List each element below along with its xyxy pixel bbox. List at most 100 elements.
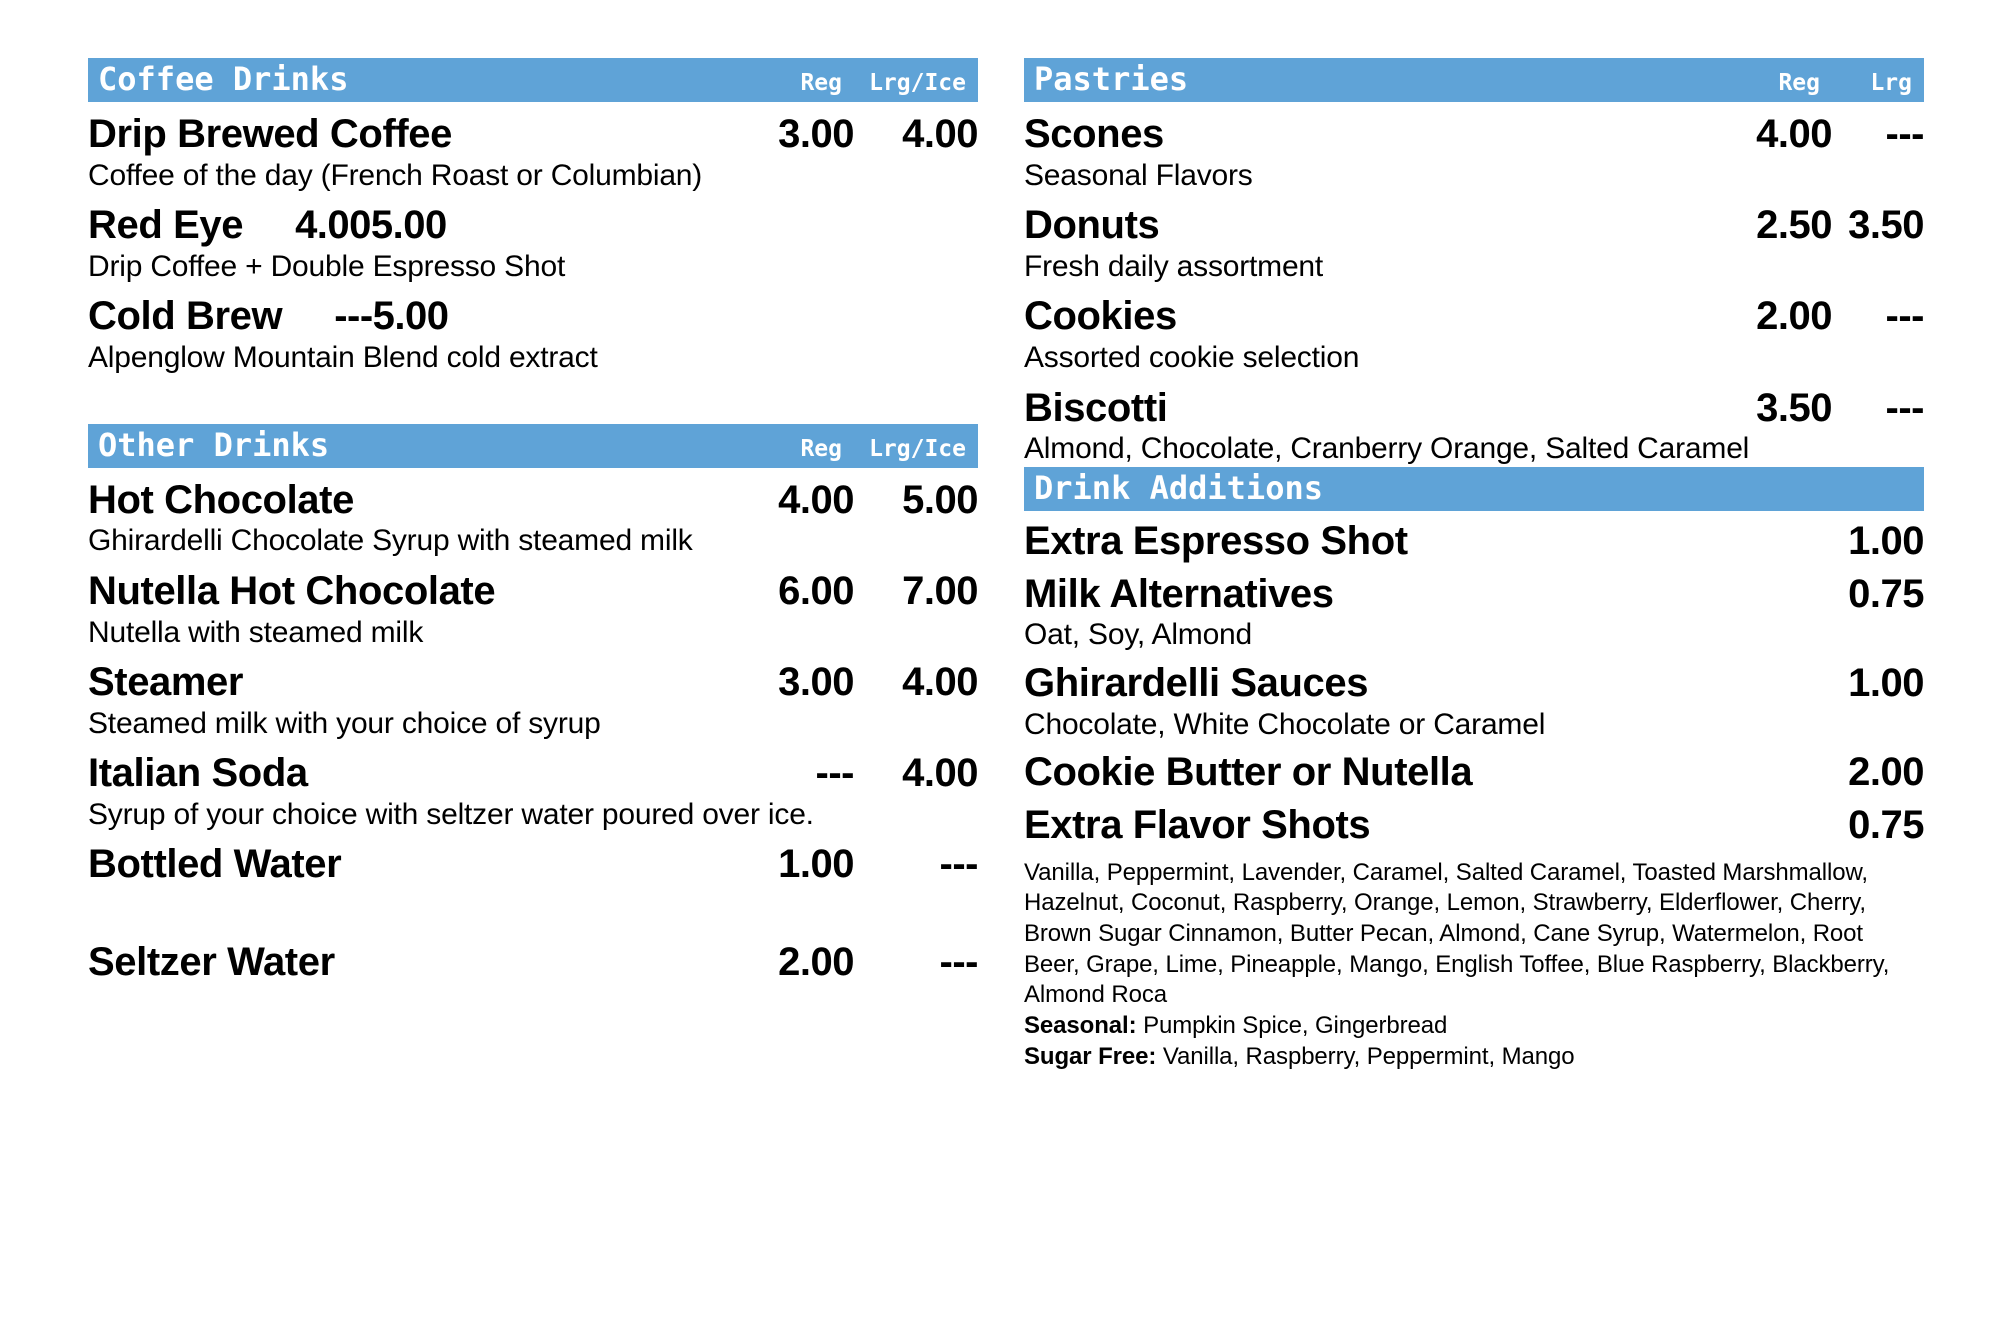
section-header-other-drinks: Other Drinks Reg Lrg/Ice [88, 423, 978, 468]
menu-item-line: Hot Chocolate 4.00 5.00 [88, 477, 979, 523]
menu-item-description: Syrup of your choice with seltzer water … [88, 797, 814, 831]
menu-item: Scones 4.00 --- Seasonal Flavors [1024, 112, 1925, 193]
menu-item-description: Seasonal Flavors [1024, 158, 1253, 192]
sugar-free-list: Vanilla, Raspberry, Peppermint, Mango [1162, 1042, 1575, 1070]
section-price-columns: Reg Lrg/Ice [746, 72, 966, 95]
menu-item-line: Nutella Hot Chocolate 6.00 7.00 [88, 568, 979, 614]
menu-item-name: Donuts [1024, 203, 1160, 248]
menu-item: Drip Brewed Coffee 3.00 4.00 Coffee of t… [88, 112, 979, 193]
menu-item: Cold Brew ---5.00 Alpenglow Mountain Ble… [88, 294, 978, 375]
menu-item-description: Oat, Soy, Almond [1024, 618, 1253, 652]
menu-item-name: Steamer [88, 659, 244, 704]
menu-item: Hot Chocolate 4.00 5.00 Ghirardelli Choc… [88, 477, 979, 559]
menu-item-line: Seltzer Water 2.00 --- [88, 940, 979, 985]
menu-item-line: Extra Flavor Shots 0.75 [1024, 802, 1925, 848]
section-drink-additions: Drink Additions Extra Espresso Shot 1.00… [1024, 466, 1925, 1073]
menu-item-price-lrg: 4.00 [902, 659, 978, 704]
menu-item: Cookies 2.00 --- Assorted cookie selecti… [1024, 294, 1925, 375]
menu-item: Bottled Water 1.00 --- [88, 842, 979, 887]
menu-item-price-reg: 3.00 [778, 112, 854, 156]
menu-item-price-reg: --- [815, 751, 855, 796]
menu-item-description: Drip Coffee + Double Espresso Shot [88, 249, 566, 283]
section-title: Drink Additions [1034, 468, 1323, 507]
menu-item-line: Bottled Water 1.00 --- [88, 842, 979, 887]
menu-item-description: Steamed milk with your choice of syrup [88, 706, 601, 740]
menu-item-name: Drip Brewed Coffee [88, 112, 452, 156]
menu-item-line: Drip Brewed Coffee 3.00 4.00 [88, 112, 979, 157]
section-header-coffee-drinks: Coffee Drinks Reg Lrg/Ice [88, 58, 978, 102]
menu-item: Seltzer Water 2.00 --- [88, 940, 979, 985]
right-column: Pastries Reg Lrg Scones 4.00 --- Seasona… [1024, 58, 1925, 1073]
menu-item-price-lrg: --- [939, 940, 979, 985]
menu-item-name: Extra Flavor Shots [1024, 802, 1371, 847]
menu-item: Donuts 2.50 3.50 Fresh daily assortment [1024, 203, 1925, 284]
seasonal-line: Seasonal: Pumpkin Spice, Gingerbread [1024, 1011, 1924, 1042]
menu-item-line: Extra Espresso Shot 1.00 [1024, 518, 1925, 564]
menu-item-price-lrg: 4.00 [902, 112, 978, 156]
menu-item-description: Fresh daily assortment [1024, 249, 1324, 283]
menu-item: Extra Espresso Shot 1.00 [1024, 518, 1925, 564]
menu-item-price-reg: 6.00 [778, 568, 854, 613]
menu-item-line: Donuts 2.50 3.50 [1024, 203, 1925, 248]
menu-item-price-lrg: --- [1885, 385, 1925, 430]
menu-item-name: Extra Espresso Shot [1024, 518, 1408, 563]
menu-item-description: Almond, Chocolate, Cranberry Orange, Sal… [1024, 432, 1750, 466]
menu-item-name: Biscotti [1024, 385, 1168, 430]
column-header-lrg: Lrg/Ice [869, 70, 966, 96]
menu-item-line: Cookie Butter or Nutella 2.00 [1024, 749, 1925, 795]
menu-item-price-lrg: --- [939, 842, 979, 887]
menu-item-name: Cold Brew [88, 294, 283, 339]
menu-item-line: Biscotti 3.50 --- [1024, 385, 1925, 431]
menu-item-price-lrg: 5.00 [902, 477, 978, 522]
menu-item-price-lrg: --- [1885, 294, 1925, 339]
menu-item-price-reg: 2.00 [778, 940, 854, 985]
menu-item-name: Italian Soda [88, 751, 308, 796]
section-title: Coffee Drinks [98, 60, 349, 98]
menu-item-line: Italian Soda --- 4.00 [88, 751, 979, 796]
section-coffee-drinks: Coffee Drinks Reg Lrg/Ice Drip Brewed Co… [88, 58, 979, 376]
menu-item-line: Milk Alternatives 0.75 [1024, 571, 1925, 617]
section-price-columns: Reg Lrg/Ice [746, 435, 966, 462]
menu-item-description: Alpenglow Mountain Blend cold extract [88, 341, 598, 375]
menu-item-name: Milk Alternatives [1024, 571, 1334, 616]
menu-item-description: Nutella with steamed milk [88, 615, 424, 649]
menu-item: Steamer 3.00 4.00 Steamed milk with your… [88, 659, 979, 741]
menu-item-price: 0.75 [1848, 571, 1924, 616]
column-header-lrg: Lrg/Ice [869, 435, 966, 462]
menu-item-name: Cookies [1024, 294, 1177, 339]
menu-item-price-lrg: 3.50 [1848, 203, 1924, 248]
section-price-columns: Reg Lrg [1724, 72, 1912, 95]
menu-item-name: Seltzer Water [88, 940, 335, 985]
column-header-reg: Reg [800, 70, 842, 96]
section-pastries: Pastries Reg Lrg Scones 4.00 --- Seasona… [1024, 58, 1925, 467]
menu-item-line: Steamer 3.00 4.00 [88, 659, 979, 705]
menu-item-description: Ghirardelli Chocolate Syrup with steamed… [88, 524, 693, 558]
menu-item: Biscotti 3.50 --- Almond, Chocolate, Cra… [1024, 385, 1925, 467]
menu-item-name: Hot Chocolate [88, 477, 354, 522]
menu-item-description: Chocolate, White Chocolate or Caramel [1024, 707, 1546, 741]
menu-item-line: Cookies 2.00 --- [1024, 294, 1925, 339]
menu-item: Milk Alternatives 0.75 Oat, Soy, Almond [1024, 571, 1925, 653]
flavor-fineprint: Vanilla, Peppermint, Lavender, Caramel, … [1024, 858, 1924, 1073]
menu-item-price: 1.00 [1848, 518, 1924, 563]
menu-item-line: Red Eye 4.005.00 [88, 203, 978, 248]
menu-item-line: Ghirardelli Sauces 1.00 [1024, 660, 1925, 706]
menu-item-name: Red Eye [88, 203, 244, 248]
menu-item-price-lrg: 7.00 [902, 568, 978, 613]
menu-item-name: Nutella Hot Chocolate [88, 568, 496, 613]
menu-item-price-reg: 1.00 [778, 842, 854, 887]
menu-item-description: Coffee of the day (French Roast or Colum… [88, 158, 703, 192]
section-other-drinks: Other Drinks Reg Lrg/Ice Hot Chocolate 4… [88, 423, 979, 985]
menu-item-prices-inline: ---5.00 [334, 294, 449, 339]
column-header-lrg: Lrg [1870, 70, 1912, 96]
menu-item: Italian Soda --- 4.00 Syrup of your choi… [88, 751, 979, 832]
menu-item-price: 2.00 [1848, 749, 1924, 794]
seasonal-list: Pumpkin Spice, Gingerbread [1143, 1012, 1448, 1040]
menu-item: Nutella Hot Chocolate 6.00 7.00 Nutella … [88, 568, 979, 650]
menu-item-name: Ghirardelli Sauces [1024, 660, 1369, 705]
section-title: Pastries [1034, 60, 1189, 98]
menu-item-line: Cold Brew ---5.00 [88, 294, 978, 339]
column-header-reg: Reg [800, 435, 842, 462]
sugar-free-label: Sugar Free: [1024, 1042, 1157, 1070]
